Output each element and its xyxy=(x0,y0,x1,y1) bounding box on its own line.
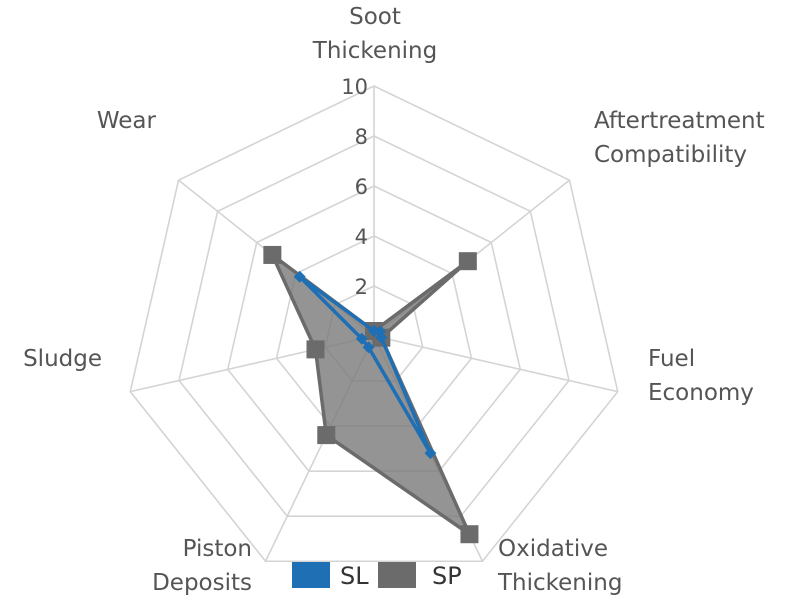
axis-labels: Soot Thickening Aftertreatment Compatibilit… xyxy=(23,4,765,596)
axis-label-fuel-economy: Fuel Economy xyxy=(648,346,754,406)
axis-label-piston-deposits: Piston Deposits xyxy=(152,536,252,596)
legend-item-sp: SP xyxy=(378,562,462,590)
spoke-3 xyxy=(373,335,618,393)
series-sp-point-4 xyxy=(460,525,479,544)
grid-ring-4 xyxy=(178,135,570,517)
series-sp-area xyxy=(270,253,472,536)
series-sp-point-7 xyxy=(263,245,282,264)
legend-label-sl: SL xyxy=(340,562,369,590)
radial-tick-labels: 2 4 6 8 10 xyxy=(341,75,368,299)
grid-ring-5 xyxy=(129,85,619,563)
grid-ring-3 xyxy=(226,185,522,472)
series-sp-point-2 xyxy=(458,252,477,271)
legend-label-sp: SP xyxy=(432,562,462,590)
radar-grid xyxy=(129,85,619,563)
tick-label-10: 10 xyxy=(341,75,368,99)
tick-label-4: 4 xyxy=(355,225,368,249)
series-layer xyxy=(263,245,479,544)
legend: SL SP xyxy=(292,562,462,590)
series-sl-line xyxy=(298,275,432,454)
axis-label-wear: Wear xyxy=(97,108,157,134)
tick-label-8: 8 xyxy=(355,125,368,149)
legend-swatch-sl xyxy=(292,562,330,588)
axis-label-oxidative-thickening: Oxidative Thickening xyxy=(497,536,622,596)
series-sp-point-6 xyxy=(306,340,325,359)
tick-label-2: 2 xyxy=(355,275,368,299)
axis-label-aftertreatment-compatibility: Aftertreatment Compatibility xyxy=(594,108,765,168)
axis-label-soot-thickening: Soot Thickening xyxy=(312,4,437,64)
axis-label-sludge: Sludge xyxy=(23,346,102,372)
legend-swatch-sp xyxy=(378,562,416,588)
legend-item-sl: SL xyxy=(292,562,369,590)
tick-label-6: 6 xyxy=(355,175,368,199)
series-sp-point-5 xyxy=(317,426,336,445)
